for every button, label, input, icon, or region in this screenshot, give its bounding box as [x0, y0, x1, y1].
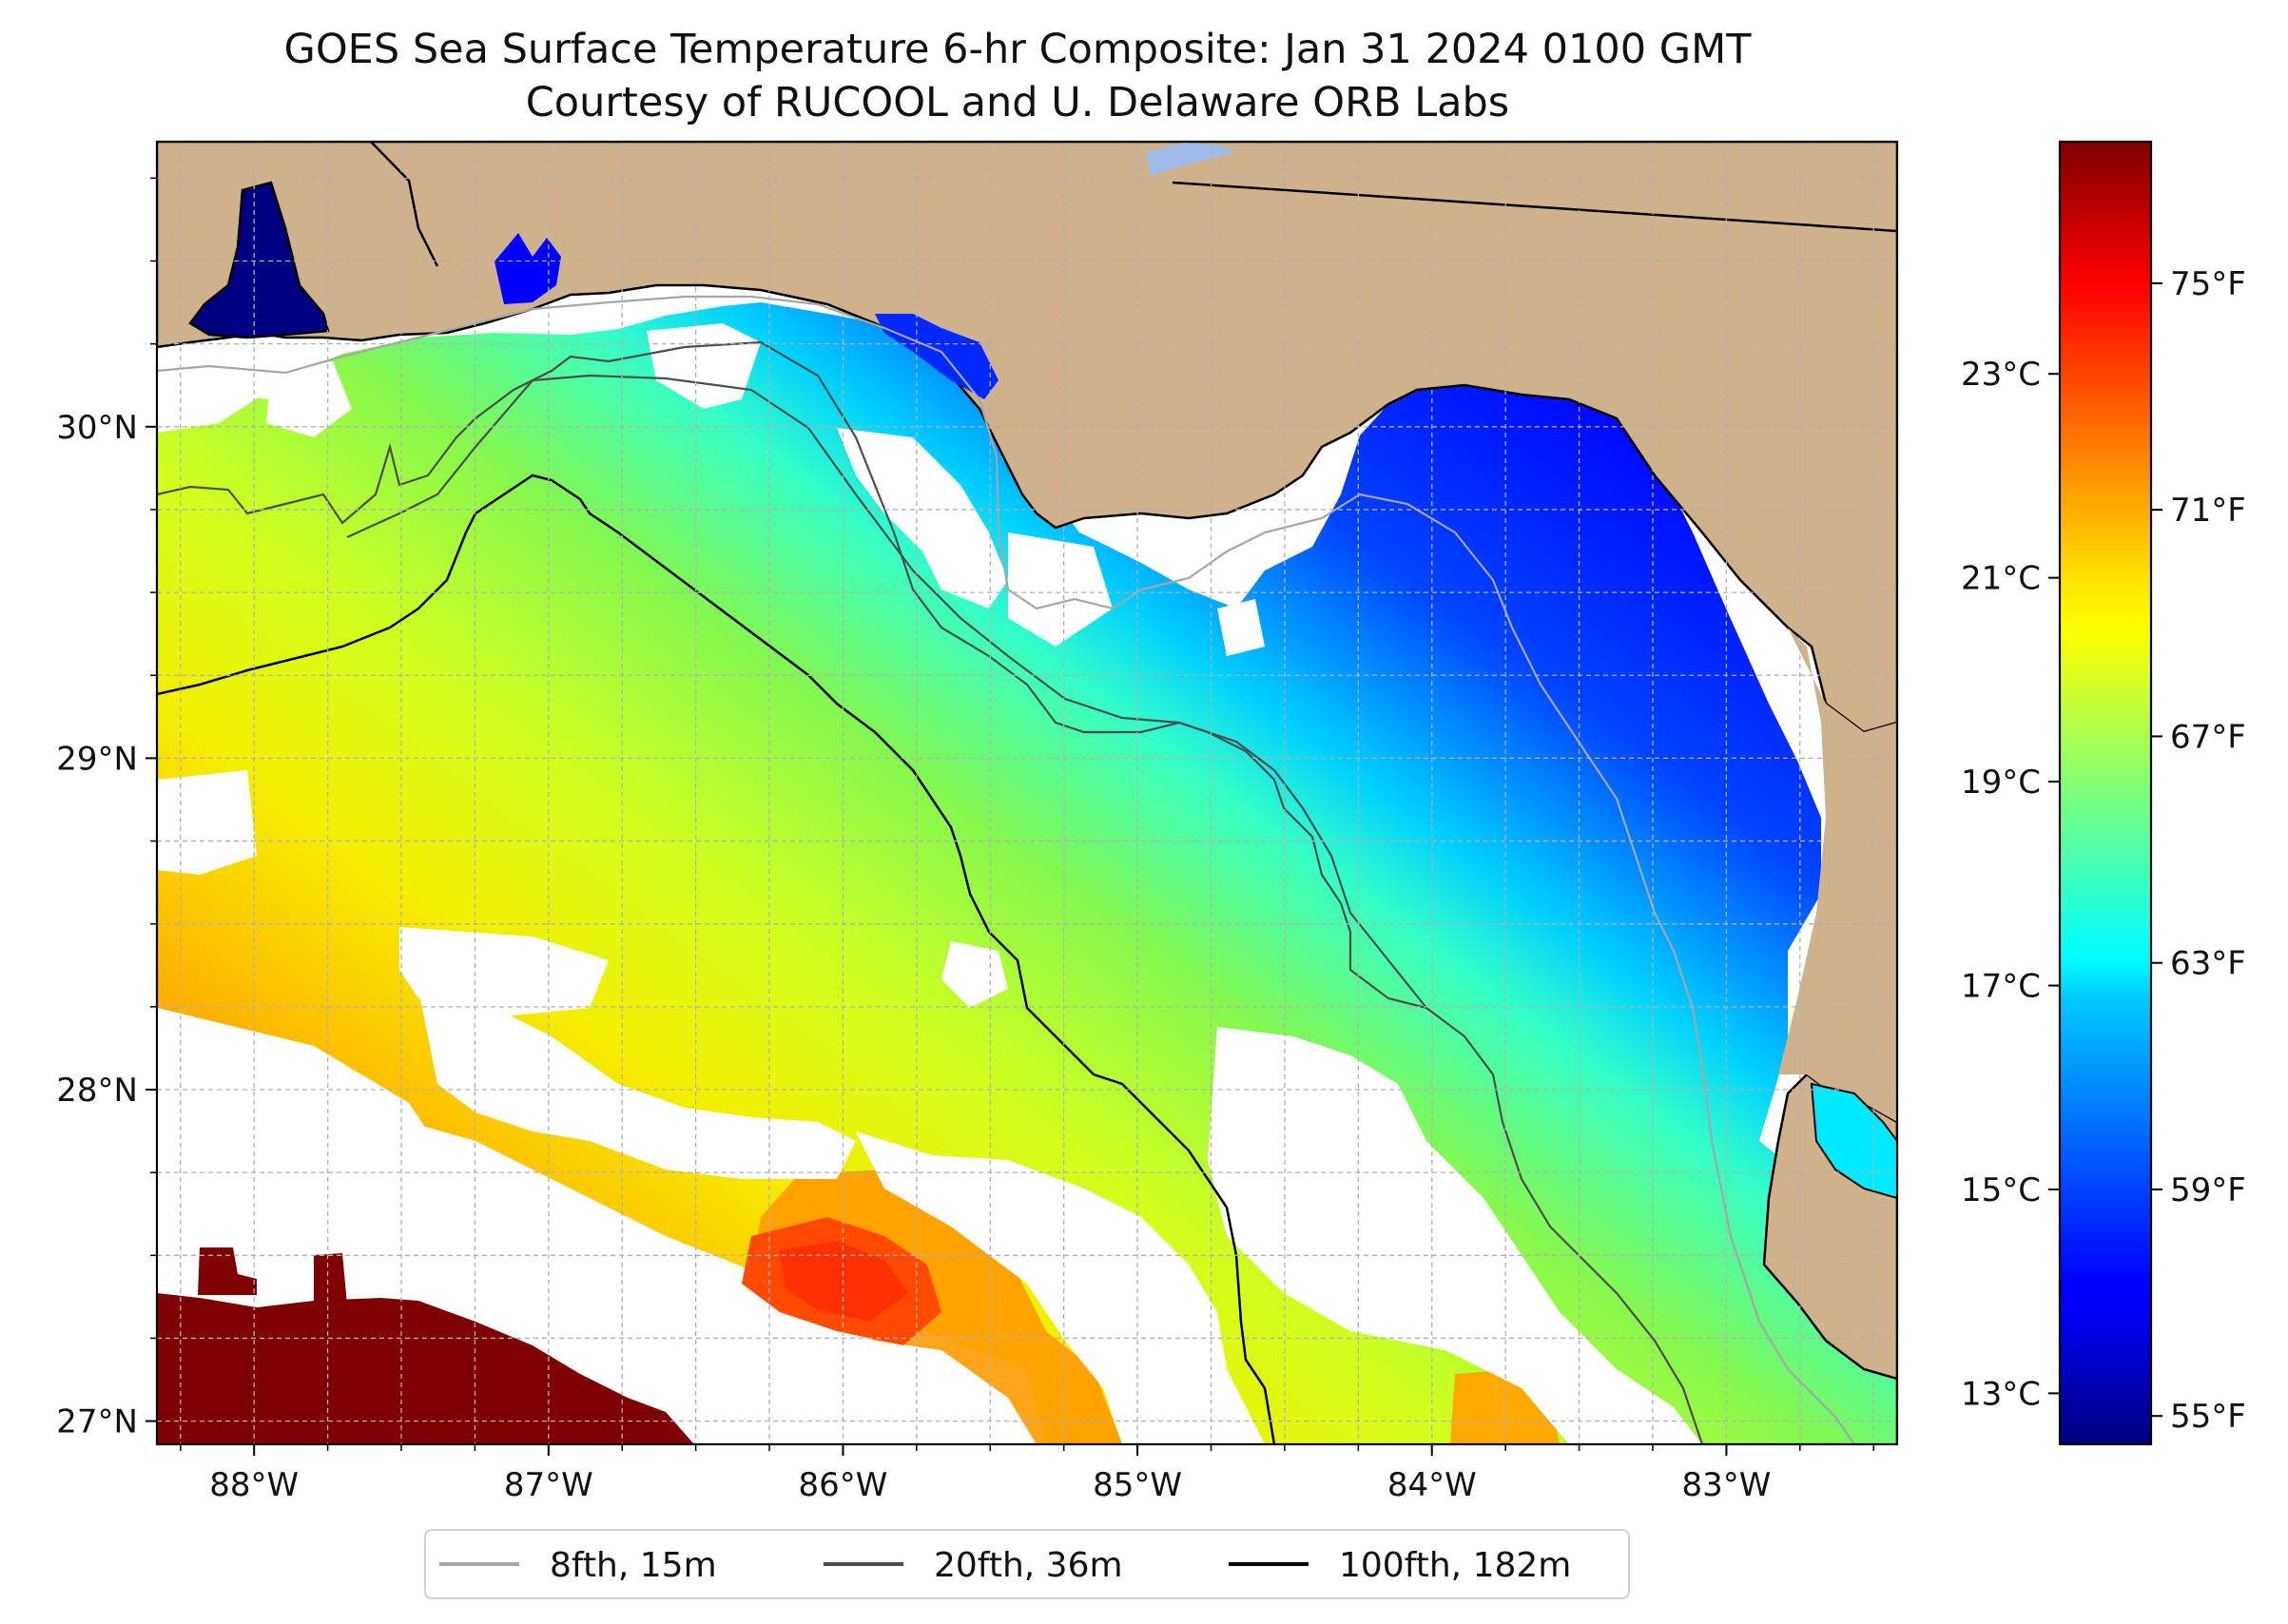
isobath-8fth [157, 295, 1855, 1444]
tampa-bay [1810, 1082, 1897, 1200]
lon-tick-label: 88°W [209, 1466, 299, 1504]
legend: 8fth, 15m 20fth, 36m 100fth, 182m [424, 1529, 1630, 1599]
colorbar-f-tick-label: 59°F [2170, 1171, 2246, 1209]
lon-tick-label: 84°W [1387, 1466, 1477, 1504]
lat-tick-label: 29°N [56, 740, 138, 778]
colorbar-f-tick-label: 71°F [2170, 492, 2246, 530]
mobile-bay [188, 181, 330, 339]
st-andrews-bay [875, 314, 999, 399]
legend-item-8fth: 8fth, 15m [439, 1546, 717, 1585]
hot-patch-darkred [157, 1293, 694, 1444]
warm-patch-red-inner [780, 1241, 908, 1322]
colorbar-frame [2058, 140, 2153, 1446]
lon-tick-label: 86°W [799, 1466, 888, 1504]
panhandle-bays [494, 233, 561, 304]
land-florida-south [1778, 628, 1897, 1122]
colorbar-gradient [2060, 142, 2151, 1444]
colorbar-c-tick-label: 15°C [1961, 1171, 2041, 1209]
colorbar-c-tick-label: 13°C [1961, 1375, 2041, 1413]
land-north [157, 142, 1897, 734]
legend-label-100fth: 100fth, 182m [1339, 1546, 1571, 1585]
map-gridlines [150, 142, 1897, 1451]
colorbar: 55°F 59°F 63°F 67°F 71°F 75°F 13°C 15°C 17°C 19°… [1961, 140, 2246, 1446]
map-frame [155, 140, 1899, 1446]
hot-patch-darkred-small-1 [198, 1247, 257, 1295]
isobath-20fth [157, 340, 1704, 1444]
longitude-axis: 88°W 87°W 86°W 85°W 84°W 83°W [209, 1444, 1771, 1504]
latitude-axis: 30°N 29°N 28°N 27°N [56, 409, 157, 1441]
legend-item-100fth: 100fth, 182m [1229, 1546, 1571, 1585]
colorbar-c-tick-label: 17°C [1961, 968, 2041, 1006]
legend-label-20fth: 20fth, 36m [934, 1546, 1123, 1585]
legend-label-8fth: 8fth, 15m [550, 1546, 717, 1585]
chart-title-line1: GOES Sea Surface Temperature 6-hr Compos… [284, 26, 1753, 73]
colorbar-c-tick-label: 23°C [1961, 356, 2041, 394]
colorbar-f-tick-label: 75°F [2170, 265, 2246, 303]
hot-patch-darkred-small-2 [314, 1253, 347, 1305]
colorbar-f-tick-label: 67°F [2170, 718, 2246, 756]
colorbar-f-tick-label: 63°F [2170, 945, 2246, 983]
colorbar-f-tick-label: 55°F [2170, 1398, 2246, 1436]
lat-tick-label: 30°N [56, 409, 138, 447]
inland-lake [1146, 143, 1236, 176]
state-border [1172, 181, 1897, 233]
chart-title-line2: Courtesy of RUCOOL and U. Delaware ORB L… [526, 79, 1509, 126]
colorbar-fahrenheit-ticks: 55°F 59°F 63°F 67°F 71°F 75°F [2151, 265, 2246, 1436]
isobath-100fth [157, 474, 1276, 1444]
legend-item-20fth: 20fth, 36m [824, 1546, 1123, 1585]
map-panel [157, 142, 1897, 1444]
colorbar-celsius-ticks: 13°C 15°C 17°C 19°C 21°C 23°C [1961, 356, 2060, 1413]
legend-frame [424, 1529, 1630, 1599]
lon-tick-label: 87°W [504, 1466, 593, 1504]
lat-tick-label: 28°N [56, 1072, 138, 1110]
state-border-al [370, 142, 439, 267]
lon-tick-label: 85°W [1093, 1466, 1182, 1504]
colorbar-c-tick-label: 21°C [1961, 560, 2041, 598]
colorbar-c-tick-label: 19°C [1961, 764, 2041, 802]
sst-field [157, 302, 1897, 1444]
isobath-20fth-inner [346, 374, 1427, 1009]
lon-tick-label: 83°W [1681, 1466, 1771, 1504]
lat-tick-label: 27°N [56, 1403, 138, 1441]
